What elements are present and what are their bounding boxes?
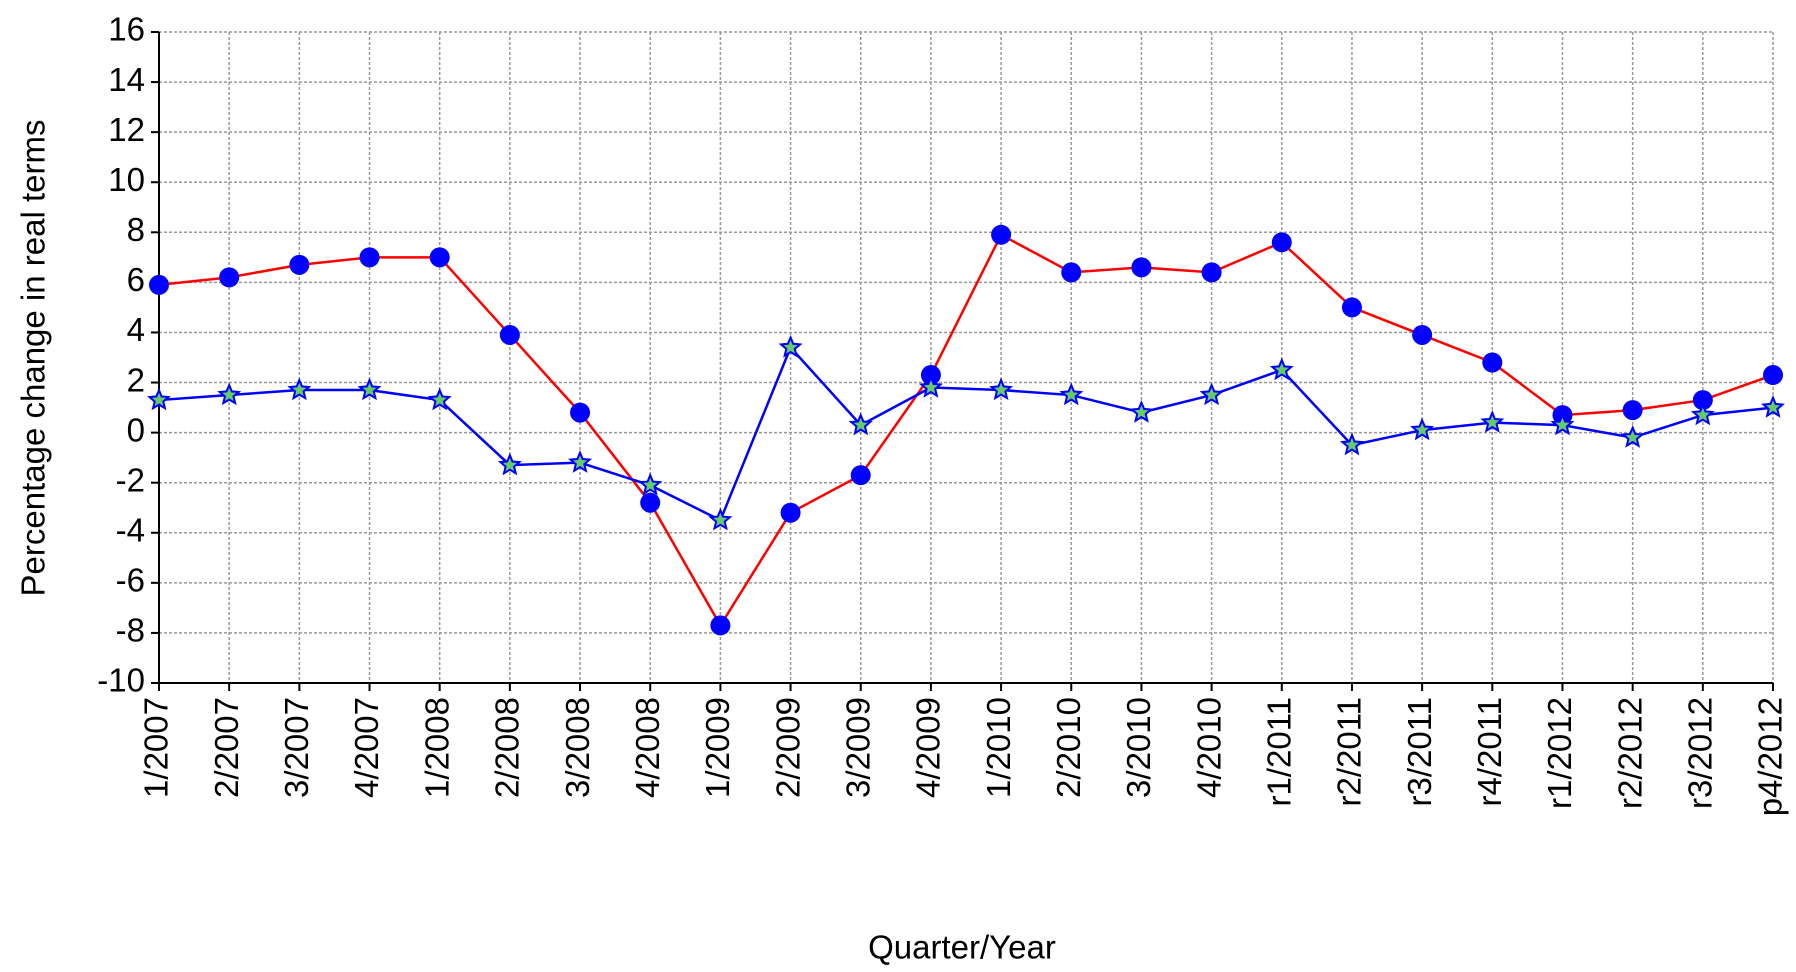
y-tick-label: -4 xyxy=(116,511,145,548)
point xyxy=(1761,394,1785,418)
point xyxy=(638,472,663,496)
series-line xyxy=(158,233,1774,628)
point xyxy=(989,377,1014,401)
x-tick-label: 2/2008 xyxy=(489,697,526,798)
y-tick-label: 8 xyxy=(127,211,145,248)
point xyxy=(1412,324,1433,345)
point xyxy=(1763,365,1783,386)
y-tick-label: 6 xyxy=(127,261,145,298)
series-line xyxy=(158,345,1774,522)
x-tick-label: r2/2011 xyxy=(1331,697,1368,806)
x-tick-label: r3/2012 xyxy=(1682,697,1719,809)
point xyxy=(778,334,803,358)
x-tick-label: 4/2008 xyxy=(629,697,666,798)
x-tick-label: 2/2009 xyxy=(769,697,806,798)
point xyxy=(1061,262,1082,283)
y-tick-label: 2 xyxy=(127,361,145,398)
x-tick-label: 4/2009 xyxy=(910,697,947,798)
point xyxy=(1271,232,1292,253)
point xyxy=(1692,390,1713,411)
point xyxy=(427,387,452,411)
y-tick-label: -2 xyxy=(116,461,145,498)
x-tick-label: r1/2012 xyxy=(1541,697,1578,809)
point xyxy=(219,267,240,288)
y-axis-title: Percentage change in real terms xyxy=(15,120,52,597)
point xyxy=(1622,400,1643,421)
point xyxy=(1550,412,1575,436)
point xyxy=(640,492,661,513)
point xyxy=(1690,402,1715,426)
point xyxy=(1620,424,1645,448)
point xyxy=(357,377,382,401)
x-tick-label: r3/2011 xyxy=(1401,697,1438,806)
x-tick-label: 1/2007 xyxy=(138,697,175,798)
y-tick-label: -8 xyxy=(116,612,145,649)
y-tick-label: 4 xyxy=(127,311,145,348)
y-tick-label: 14 xyxy=(108,61,145,98)
point xyxy=(289,254,310,275)
point xyxy=(1199,382,1224,406)
y-tick-label: -6 xyxy=(116,562,145,599)
y-tick-label: 16 xyxy=(108,11,145,48)
point xyxy=(1059,382,1084,406)
x-tick-label: 3/2007 xyxy=(278,697,315,798)
point xyxy=(497,452,522,476)
x-tick-label: 3/2010 xyxy=(1120,697,1157,798)
point xyxy=(1341,297,1362,318)
x-tick-label: r4/2011 xyxy=(1471,697,1508,806)
point xyxy=(149,274,169,295)
point xyxy=(287,377,312,401)
point xyxy=(1480,409,1505,433)
point xyxy=(217,382,242,406)
x-tick-label: 1/2009 xyxy=(699,697,736,798)
point xyxy=(1131,257,1152,278)
point xyxy=(708,507,733,531)
point xyxy=(848,412,873,436)
x-tick-label: 4/2010 xyxy=(1190,697,1227,798)
point xyxy=(499,324,520,345)
point xyxy=(147,387,171,411)
point xyxy=(780,502,801,523)
point xyxy=(710,615,731,636)
point xyxy=(918,374,943,398)
point xyxy=(1269,357,1294,381)
y-tick-label: 0 xyxy=(127,411,145,448)
point xyxy=(1410,417,1435,441)
point xyxy=(1339,432,1365,456)
x-tick-label: r1/2011 xyxy=(1261,697,1298,806)
y-tick-label: 12 xyxy=(108,111,145,148)
x-tick-label: 2/2010 xyxy=(1050,697,1087,798)
point xyxy=(991,224,1012,245)
point xyxy=(429,247,450,268)
x-tick-label: 4/2007 xyxy=(348,697,385,798)
point xyxy=(570,402,591,423)
x-tick-label: 1/2008 xyxy=(418,697,455,798)
x-tick-label: r2/2012 xyxy=(1611,697,1648,809)
point xyxy=(568,450,593,473)
point xyxy=(359,247,380,268)
x-tick-label: 3/2009 xyxy=(839,697,876,798)
point xyxy=(1201,262,1222,283)
x-tick-label: p4/2012 xyxy=(1752,697,1789,816)
point xyxy=(1482,352,1503,373)
y-tick-label: 10 xyxy=(108,161,145,198)
x-tick-label: 2/2007 xyxy=(208,697,245,798)
x-tick-label: 1/2010 xyxy=(980,697,1017,798)
point xyxy=(850,465,871,486)
x-axis-title: Quarter/Year xyxy=(868,929,1056,966)
x-tick-label: 3/2008 xyxy=(559,697,596,798)
point xyxy=(1129,400,1154,423)
y-tick-label: -10 xyxy=(97,662,145,699)
